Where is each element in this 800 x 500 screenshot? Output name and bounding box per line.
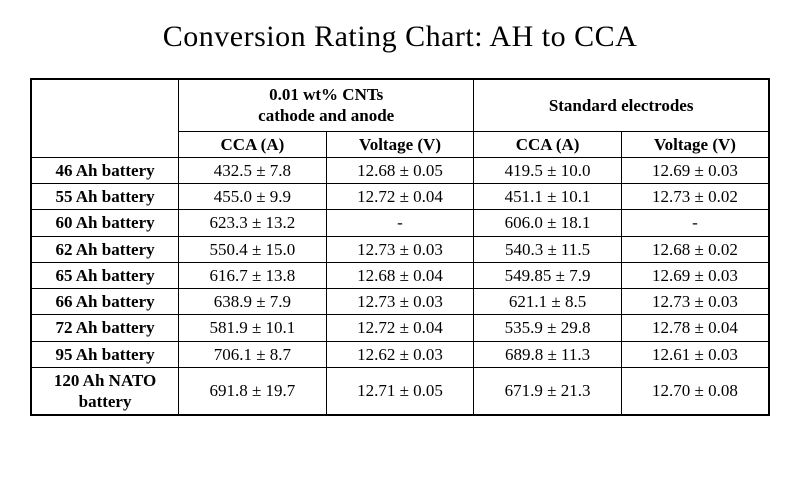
table-row: 120 Ah NATObattery691.8 ± 19.712.71 ± 0.… xyxy=(31,367,769,415)
row-label: 95 Ah battery xyxy=(31,341,179,367)
table-row: 62 Ah battery550.4 ± 15.012.73 ± 0.03540… xyxy=(31,236,769,262)
cell-std-cca: 419.5 ± 10.0 xyxy=(474,157,622,183)
table-row: 60 Ah battery623.3 ± 13.2-606.0 ± 18.1- xyxy=(31,210,769,236)
cell-std-voltage: - xyxy=(621,210,769,236)
cell-std-cca: 540.3 ± 11.5 xyxy=(474,236,622,262)
header-cnt-cca: CCA (A) xyxy=(179,131,327,157)
header-group-cnt: 0.01 wt% CNTscathode and anode xyxy=(179,79,474,131)
cell-std-cca: 671.9 ± 21.3 xyxy=(474,367,622,415)
cell-std-voltage: 12.69 ± 0.03 xyxy=(621,157,769,183)
table-row: 72 Ah battery581.9 ± 10.112.72 ± 0.04535… xyxy=(31,315,769,341)
cell-std-voltage: 12.78 ± 0.04 xyxy=(621,315,769,341)
cell-cnt-voltage: 12.71 ± 0.05 xyxy=(326,367,474,415)
table-row: 95 Ah battery706.1 ± 8.712.62 ± 0.03689.… xyxy=(31,341,769,367)
cell-cnt-voltage: 12.68 ± 0.04 xyxy=(326,262,474,288)
row-label: 55 Ah battery xyxy=(31,184,179,210)
cell-std-voltage: 12.61 ± 0.03 xyxy=(621,341,769,367)
cell-cnt-voltage: 12.68 ± 0.05 xyxy=(326,157,474,183)
row-label: 66 Ah battery xyxy=(31,289,179,315)
row-label: 72 Ah battery xyxy=(31,315,179,341)
cell-cnt-cca: 691.8 ± 19.7 xyxy=(179,367,327,415)
table-row: 55 Ah battery455.0 ± 9.912.72 ± 0.04451.… xyxy=(31,184,769,210)
cell-cnt-voltage: 12.73 ± 0.03 xyxy=(326,236,474,262)
cell-std-voltage: 12.70 ± 0.08 xyxy=(621,367,769,415)
row-label: 65 Ah battery xyxy=(31,262,179,288)
cell-std-voltage: 12.73 ± 0.03 xyxy=(621,289,769,315)
table-row: 46 Ah battery432.5 ± 7.812.68 ± 0.05419.… xyxy=(31,157,769,183)
cell-std-cca: 689.8 ± 11.3 xyxy=(474,341,622,367)
cell-cnt-voltage: 12.73 ± 0.03 xyxy=(326,289,474,315)
table-row: 66 Ah battery638.9 ± 7.912.73 ± 0.03621.… xyxy=(31,289,769,315)
cell-std-cca: 549.85 ± 7.9 xyxy=(474,262,622,288)
page-title: Conversion Rating Chart: AH to CCA xyxy=(30,20,770,54)
cell-cnt-cca: 616.7 ± 13.8 xyxy=(179,262,327,288)
cell-cnt-cca: 638.9 ± 7.9 xyxy=(179,289,327,315)
cell-cnt-voltage: - xyxy=(326,210,474,236)
cell-cnt-cca: 550.4 ± 15.0 xyxy=(179,236,327,262)
cell-cnt-voltage: 12.62 ± 0.03 xyxy=(326,341,474,367)
cell-cnt-cca: 623.3 ± 13.2 xyxy=(179,210,327,236)
row-label: 120 Ah NATObattery xyxy=(31,367,179,415)
cell-cnt-voltage: 12.72 ± 0.04 xyxy=(326,184,474,210)
header-cnt-voltage: Voltage (V) xyxy=(326,131,474,157)
cell-std-voltage: 12.68 ± 0.02 xyxy=(621,236,769,262)
cell-std-voltage: 12.69 ± 0.03 xyxy=(621,262,769,288)
cell-std-cca: 535.9 ± 29.8 xyxy=(474,315,622,341)
cell-cnt-cca: 581.9 ± 10.1 xyxy=(179,315,327,341)
row-label: 62 Ah battery xyxy=(31,236,179,262)
cell-cnt-cca: 432.5 ± 7.8 xyxy=(179,157,327,183)
cell-std-cca: 621.1 ± 8.5 xyxy=(474,289,622,315)
cell-cnt-cca: 455.0 ± 9.9 xyxy=(179,184,327,210)
header-group-std: Standard electrodes xyxy=(474,79,769,131)
header-std-cca: CCA (A) xyxy=(474,131,622,157)
cell-std-cca: 606.0 ± 18.1 xyxy=(474,210,622,236)
cell-cnt-cca: 706.1 ± 8.7 xyxy=(179,341,327,367)
cell-cnt-voltage: 12.72 ± 0.04 xyxy=(326,315,474,341)
header-blank xyxy=(31,79,179,157)
row-label: 46 Ah battery xyxy=(31,157,179,183)
cell-std-cca: 451.1 ± 10.1 xyxy=(474,184,622,210)
table-row: 65 Ah battery616.7 ± 13.812.68 ± 0.04549… xyxy=(31,262,769,288)
cell-std-voltage: 12.73 ± 0.02 xyxy=(621,184,769,210)
header-std-voltage: Voltage (V) xyxy=(621,131,769,157)
row-label: 60 Ah battery xyxy=(31,210,179,236)
conversion-table: 0.01 wt% CNTscathode and anode Standard … xyxy=(30,78,770,416)
